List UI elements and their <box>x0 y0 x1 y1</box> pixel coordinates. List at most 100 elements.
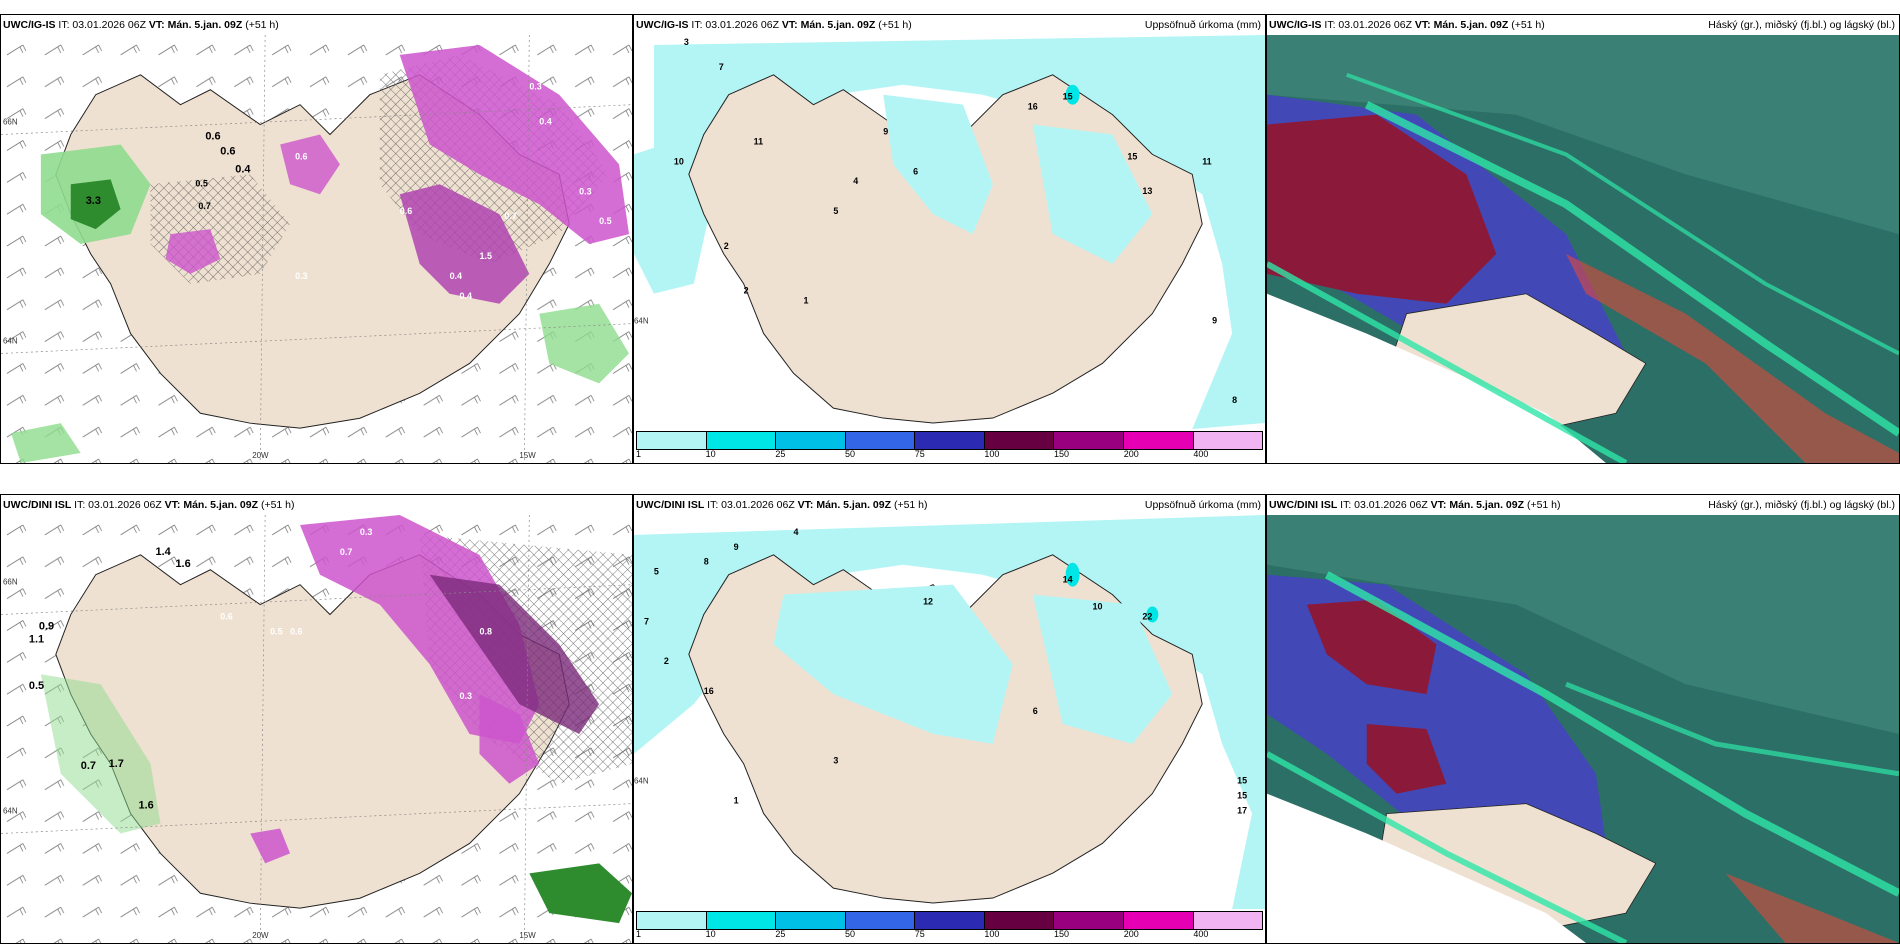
cloud-teal-band <box>1267 751 1628 943</box>
accum-label: 9 <box>883 127 888 137</box>
map-canvas: 3 7 10 15 16 15 11 9 4 6 2 5 13 11 9 8 1… <box>634 35 1265 429</box>
lon-label-15w: 15W <box>519 451 536 460</box>
accum-label: 9 <box>734 542 739 552</box>
lead-time: (+51 h) <box>260 499 295 511</box>
precip-label: 0.3 <box>529 82 541 92</box>
precip-purple-ne <box>300 515 540 744</box>
lat-label-64n: 64N <box>3 807 18 816</box>
colorbar-label: 75 <box>914 449 925 459</box>
accum-label: 7 <box>719 62 724 72</box>
precip-label: 3.3 <box>86 195 101 207</box>
panel-wind-precip-top: UWC/IG-IS IT: 03.01.2026 06Z VT: Mán. 5.… <box>0 14 633 464</box>
map-wind-precip: 0.3 0.4 0.6 0.6 0.4 0.5 0.7 0.7 3.3 1.5 … <box>1 35 632 463</box>
precip-cyan-area <box>634 515 1265 909</box>
precip-cyan-spot <box>1065 84 1080 105</box>
precip-label: 1.6 <box>175 558 190 570</box>
accum-label: 15 <box>1237 791 1247 801</box>
accum-label: 6 <box>1033 706 1038 716</box>
precip-label: 0.3 <box>579 186 591 196</box>
panel-title: UWC/IG-IS IT: 03.01.2026 06Z VT: Mán. 5.… <box>634 15 1265 35</box>
panel-wind-precip-bottom: UWC/DINI ISL IT: 03.01.2026 06Z VT: Mán.… <box>0 494 633 944</box>
valid-time: VT: Mán. 5.jan. 09Z <box>1414 19 1509 31</box>
colorbar-swatch <box>1054 912 1124 929</box>
precip-cyan-east <box>1032 124 1153 264</box>
field-title: Uppsöfnuð úrkoma (mm) <box>1144 499 1261 511</box>
precip-darkgreen-se <box>529 863 632 924</box>
colorbar-label: 100 <box>984 449 1000 459</box>
precip-darkpurple-ne <box>429 574 600 734</box>
precip-labels: 0.3 0.4 0.6 0.6 0.4 0.5 0.7 0.7 3.3 1.5 … <box>86 82 612 301</box>
accum-label: 15 <box>1237 776 1247 786</box>
precip-label: 0.5 <box>29 680 44 692</box>
accum-label: 8 <box>704 557 709 567</box>
valid-time: VT: Mán. 5.jan. 09Z <box>164 499 259 511</box>
colorbar-swatch <box>706 912 777 929</box>
precip-label: 0.6 <box>290 626 302 636</box>
precip-label: 0.6 <box>400 206 412 216</box>
accum-label: 3 <box>684 37 689 47</box>
colorbar-label: 1 <box>636 929 642 939</box>
panel-title: UWC/IG-IS IT: 03.01.2026 06Z VT: Mán. 5.… <box>1267 15 1899 35</box>
precip-label: 0.6 <box>220 145 235 157</box>
grid-line <box>523 515 530 943</box>
precip-label: 0.7 <box>340 547 352 557</box>
grid-line <box>523 35 530 463</box>
accum-label: 7 <box>644 616 649 626</box>
precip-purple-ne <box>399 44 630 245</box>
model-name: UWC/DINI ISL <box>1269 499 1338 511</box>
cloud-low-region <box>1267 114 1497 304</box>
colorbar-labels: 1 10 25 50 75 100 150 200 400 <box>636 449 1263 461</box>
accum-label: 11 <box>1202 156 1211 166</box>
cloud-teal-band-2 <box>1364 101 1899 437</box>
precip-purple-mid <box>280 134 340 195</box>
precip-label: 0.4 <box>450 271 462 281</box>
colorbar-label: 400 <box>1193 929 1209 939</box>
precip-green-sw <box>40 674 161 834</box>
colorbar-swatch <box>915 912 985 929</box>
accum-label: 13 <box>1142 186 1152 196</box>
panel-accum-precip-top: UWC/IG-IS IT: 03.01.2026 06Z VT: Mán. 5.… <box>633 14 1266 464</box>
model-name: UWC/IG-IS <box>636 19 689 31</box>
field-title: Háský (gr.), miðský (fj.bl.) og lágský (… <box>1708 19 1895 31</box>
precip-label: 1.5 <box>479 251 491 261</box>
init-time: IT: 03.01.2026 06Z <box>74 499 162 511</box>
precip-label: 0.4 <box>185 547 197 557</box>
colorbar-swatch <box>845 912 916 929</box>
valid-time: VT: Mán. 5.jan. 09Z <box>1430 499 1525 511</box>
accum-labels: 5 7 8 9 16 14 22 12 10 17 15 15 3 1 6 2 … <box>644 527 1247 816</box>
accum-label: 4 <box>793 527 798 537</box>
precip-label: 0.3 <box>295 271 307 281</box>
precip-darkgreen-west <box>70 179 121 230</box>
accum-label: 10 <box>1093 602 1103 612</box>
precip-cyan-east <box>1032 594 1173 744</box>
map-canvas: 0.9 1.1 0.5 0.7 1.7 1.6 1.4 1.6 0.4 0.6 … <box>1 515 632 943</box>
lon-label-15w: 15W <box>519 931 536 940</box>
map-accum-precip: 3 7 10 15 16 15 11 9 4 6 2 5 13 11 9 8 1… <box>634 35 1265 429</box>
colorbar-swatch <box>776 912 846 929</box>
accum-labels: 3 7 10 15 16 15 11 9 4 6 2 5 13 11 9 8 1… <box>674 37 1237 405</box>
colorbar-label: 400 <box>1193 449 1209 459</box>
colorbar-label: 100 <box>984 929 1000 939</box>
accum-label: 10 <box>674 156 684 166</box>
accum-label: 3 <box>833 756 838 766</box>
precip-label: 1.6 <box>139 800 154 812</box>
cloud-red-band <box>1725 873 1899 943</box>
colorbar-swatch <box>1123 432 1194 449</box>
accum-label: 17 <box>1237 805 1247 815</box>
precip-purple-se <box>479 694 540 784</box>
cloud-teal-band-3 <box>1565 681 1899 777</box>
map-canvas: 0.3 0.4 0.6 0.6 0.4 0.5 0.7 0.7 3.3 1.5 … <box>1 35 632 463</box>
map-canvas <box>1267 35 1899 463</box>
panel-clouds-bottom: UWC/DINI ISL IT: 03.01.2026 06Z VT: Mán.… <box>1266 494 1900 944</box>
precip-label: 0.7 <box>504 211 516 221</box>
model-name: UWC/IG-IS <box>3 19 56 31</box>
colorbar: 1 10 25 50 75 100 150 200 400 <box>634 429 1265 463</box>
lat-label-66n: 66N <box>3 578 18 587</box>
lead-time: (+51 h) <box>1526 499 1561 511</box>
colorbar-label: 10 <box>705 929 716 939</box>
precip-purple-s <box>250 828 291 864</box>
accum-label: 1 <box>803 296 808 306</box>
lat-label-64n: 64N <box>634 777 649 786</box>
accum-label: 4 <box>853 176 858 186</box>
colorbar-label: 150 <box>1054 449 1070 459</box>
